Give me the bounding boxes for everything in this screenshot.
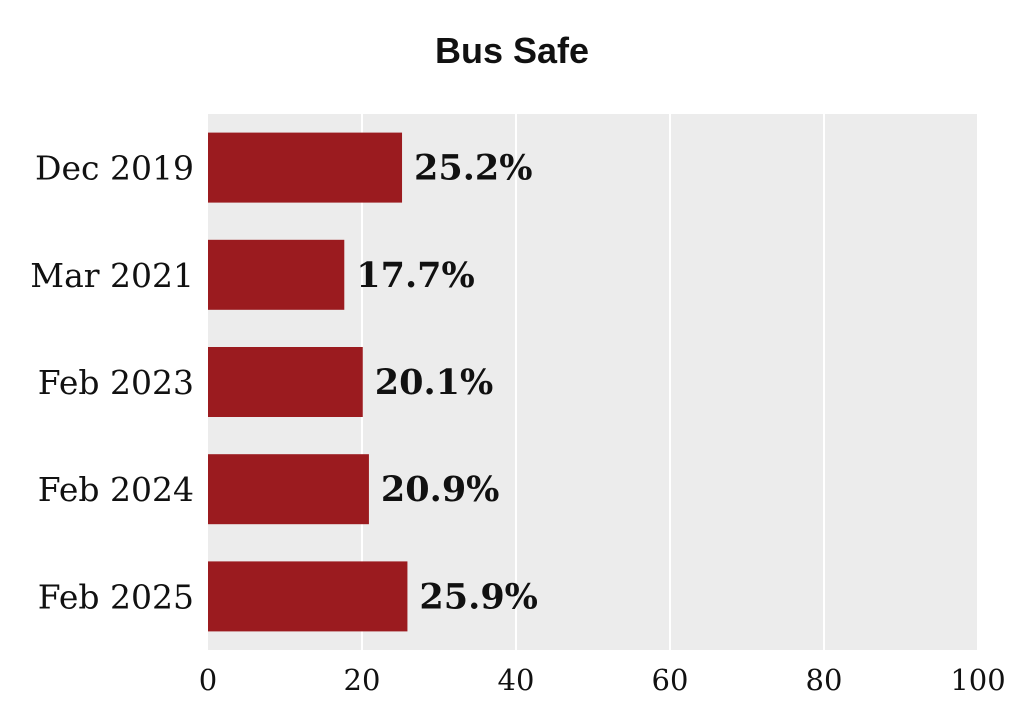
x-tick-label-1: 20 — [344, 663, 381, 697]
category-label-4: Feb 2025 — [38, 577, 194, 616]
category-label-2: Feb 2023 — [38, 363, 194, 402]
category-label-3: Feb 2024 — [38, 470, 194, 509]
category-label-1: Mar 2021 — [30, 256, 194, 295]
value-label-4: 25.9% — [419, 576, 538, 617]
chart-title: Bus Safe — [434, 30, 590, 71]
value-label-1: 17.7% — [356, 255, 475, 296]
bar-2 — [208, 347, 363, 417]
bar-1 — [208, 239, 345, 310]
x-tick-label-2: 40 — [498, 663, 535, 697]
bar-3 — [208, 454, 369, 525]
value-label-2: 20.1% — [375, 362, 494, 403]
value-label-3: 20.9% — [381, 469, 500, 510]
x-tick-label-5: 100 — [950, 663, 1005, 697]
category-label-0: Dec 2019 — [35, 149, 194, 188]
x-tick-label-0: 0 — [199, 663, 217, 697]
bar-0 — [208, 132, 403, 203]
x-tick-label-3: 60 — [652, 663, 689, 697]
bar-4 — [208, 561, 408, 632]
x-tick-label-4: 80 — [806, 663, 843, 697]
value-label-0: 25.2% — [414, 148, 533, 189]
